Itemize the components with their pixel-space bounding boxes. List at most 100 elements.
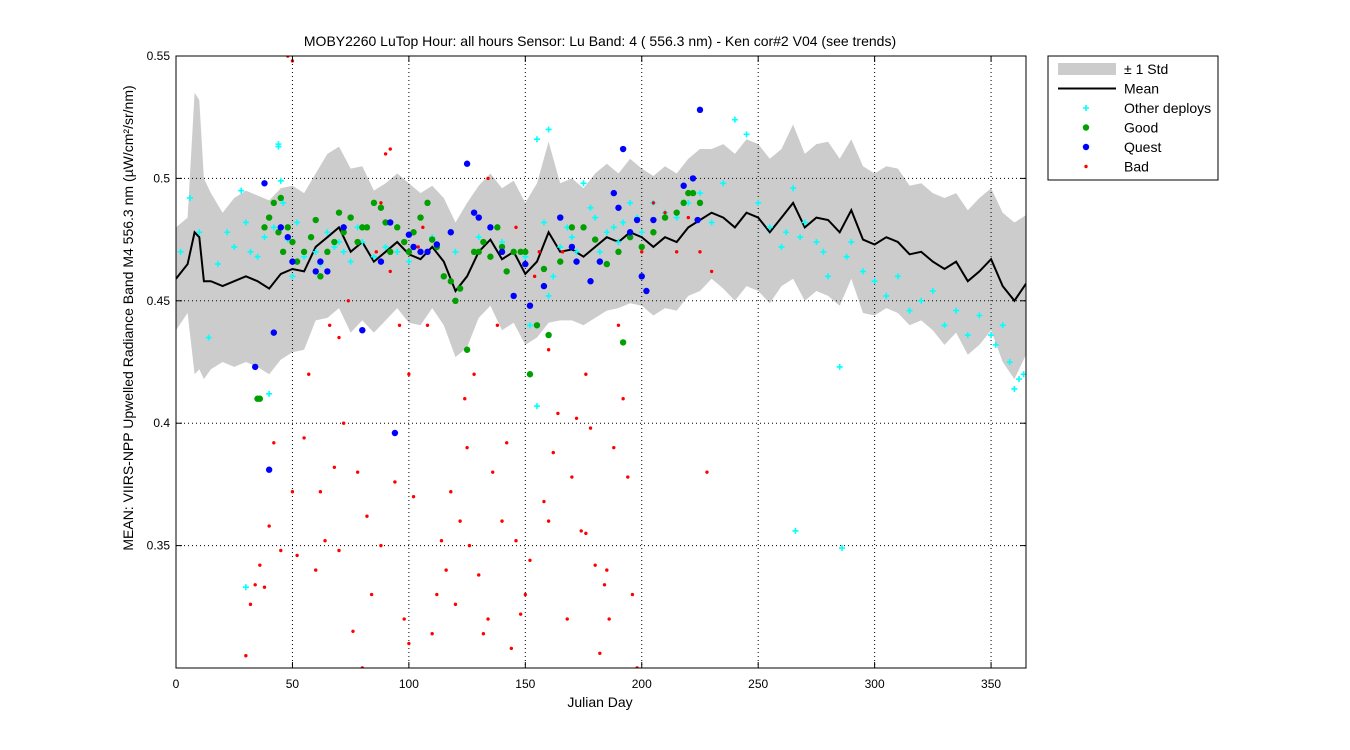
good-point — [424, 199, 431, 207]
other-deploy-point — [720, 180, 727, 187]
other-deploy-point — [627, 199, 634, 206]
other-deploy-point — [238, 187, 245, 194]
quest-point — [680, 182, 687, 189]
good-point — [503, 268, 510, 275]
good-point — [494, 224, 501, 231]
quest-point — [340, 224, 347, 231]
good-point — [347, 214, 354, 221]
bad-point — [472, 372, 476, 376]
bad-point — [542, 499, 546, 504]
bad-point — [612, 445, 616, 450]
other-deploy-point — [813, 239, 820, 246]
quest-point — [265, 466, 273, 473]
good-point — [312, 216, 319, 224]
quest-point — [526, 302, 534, 309]
bad-point — [374, 250, 378, 254]
bad-point — [593, 563, 597, 567]
legend-quest-swatch — [1082, 143, 1090, 151]
quest-point — [610, 189, 618, 197]
quest-point — [463, 160, 471, 167]
bad-point — [369, 592, 374, 597]
bad-point — [500, 519, 504, 523]
good-point — [363, 224, 371, 231]
good-point — [293, 258, 301, 265]
other-deploy-point — [550, 273, 557, 280]
good-point — [340, 229, 347, 236]
good-point — [428, 236, 436, 243]
other-deploy-point — [1006, 359, 1013, 365]
bad-point — [588, 426, 593, 430]
bad-point — [449, 490, 453, 494]
good-point — [626, 233, 634, 241]
good-point — [661, 214, 669, 221]
quest-point — [470, 209, 478, 216]
other-deploy-point — [186, 194, 193, 201]
y-tick-label: 0.45 — [147, 294, 171, 308]
other-deploy-point — [196, 229, 203, 236]
quest-point — [573, 258, 580, 265]
other-deploy-point — [792, 527, 799, 534]
bad-point — [651, 201, 656, 205]
other-deploy-point — [533, 403, 540, 410]
good-point — [335, 209, 343, 216]
legend-other-swatch — [1083, 105, 1089, 111]
good-point — [517, 248, 524, 256]
bad-point — [355, 470, 360, 474]
bad-point — [584, 531, 588, 536]
bad-point — [486, 617, 490, 621]
bad-point — [674, 250, 679, 254]
other-deploy-point — [242, 219, 249, 226]
quest-point — [324, 268, 331, 275]
bad-point — [602, 583, 607, 587]
quest-point — [410, 243, 417, 251]
legend-good-swatch — [1082, 124, 1090, 131]
bad-point — [290, 490, 295, 494]
bad-point — [518, 612, 523, 616]
y-axis-title: MEAN: VIIRS-NPP Upwelled Radiance Band M… — [120, 85, 136, 550]
other-deploy-point — [964, 332, 971, 339]
other-deploy-point — [596, 248, 603, 255]
bad-point — [560, 250, 565, 254]
bad-point — [397, 323, 402, 327]
good-point — [522, 248, 529, 256]
other-deploy-point — [261, 234, 268, 241]
other-deploy-point — [797, 234, 804, 241]
other-deploy-point — [731, 116, 738, 123]
bad-point — [686, 215, 691, 220]
bad-point — [332, 465, 337, 469]
good-point — [261, 224, 268, 231]
other-deploy-point — [545, 126, 552, 133]
good-point — [470, 248, 478, 256]
good-point — [487, 253, 494, 260]
bad-point — [570, 475, 574, 479]
other-deploy-point — [294, 219, 301, 226]
good-point — [619, 339, 627, 346]
other-deploy-point — [953, 307, 960, 314]
other-deploy-point — [592, 214, 599, 221]
x-tick-label: 100 — [399, 677, 419, 691]
good-point — [417, 214, 424, 221]
quest-point — [270, 329, 278, 336]
other-deploy-point — [405, 258, 412, 265]
bad-point — [514, 225, 518, 230]
chart-title: MOBY2260 LuTop Hour: all hours Sensor: L… — [304, 33, 896, 49]
bad-point — [402, 617, 406, 621]
other-deploy-point — [929, 288, 936, 295]
bad-point — [318, 490, 323, 494]
quest-point — [475, 214, 482, 221]
bad-point — [444, 568, 448, 572]
quest-point — [643, 287, 650, 295]
bad-point — [486, 176, 490, 181]
quest-point — [568, 243, 576, 251]
quest-point — [540, 282, 548, 290]
good-point — [463, 346, 471, 353]
good-point — [359, 224, 366, 231]
other-deploy-point — [801, 219, 808, 226]
good-point — [354, 238, 361, 246]
other-deploy-point — [992, 341, 999, 348]
bad-point — [504, 441, 509, 445]
x-tick-label: 250 — [748, 677, 768, 691]
bad-point — [477, 573, 481, 577]
good-point — [440, 273, 448, 280]
other-deploy-point — [568, 234, 575, 241]
